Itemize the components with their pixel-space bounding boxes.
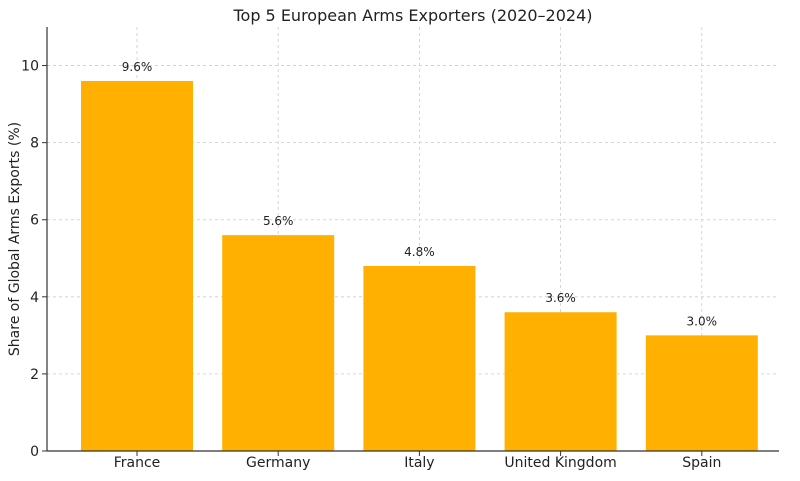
y-tick-label: 4 (30, 290, 39, 306)
chart-title: Top 5 European Arms Exporters (2020–2024… (232, 6, 592, 25)
y-tick-label: 10 (21, 59, 39, 75)
y-tick-label: 6 (30, 213, 39, 229)
y-tick-label: 2 (30, 367, 39, 383)
data-label: 9.6% (122, 60, 153, 74)
y-tick-label: 8 (30, 136, 39, 152)
x-tick-label: Germany (246, 455, 310, 471)
data-label: 3.6% (545, 291, 576, 305)
x-tick-label: United Kingdom (504, 455, 616, 471)
y-tick-label: 0 (30, 444, 39, 460)
data-label: 3.0% (687, 314, 718, 328)
x-tick-label: Spain (682, 455, 721, 471)
bar-germany (222, 235, 335, 451)
axes: 0 2 4 6 8 10 France Germany Italy United Kingdom S… (21, 27, 779, 471)
x-tick-label: France (114, 455, 161, 471)
x-tick-label: Italy (404, 455, 434, 471)
y-axis-label: Share of Global Arms Exports (%) (7, 122, 23, 356)
data-label: 4.8% (404, 245, 435, 259)
data-label: 5.6% (263, 214, 294, 228)
bar-spain (645, 335, 758, 451)
bar-italy (363, 265, 476, 451)
bars: 9.6% 5.6% 4.8% 3.6% 3.0% (81, 60, 758, 452)
bar-united-kingdom (504, 312, 617, 451)
bar-france (81, 80, 193, 452)
